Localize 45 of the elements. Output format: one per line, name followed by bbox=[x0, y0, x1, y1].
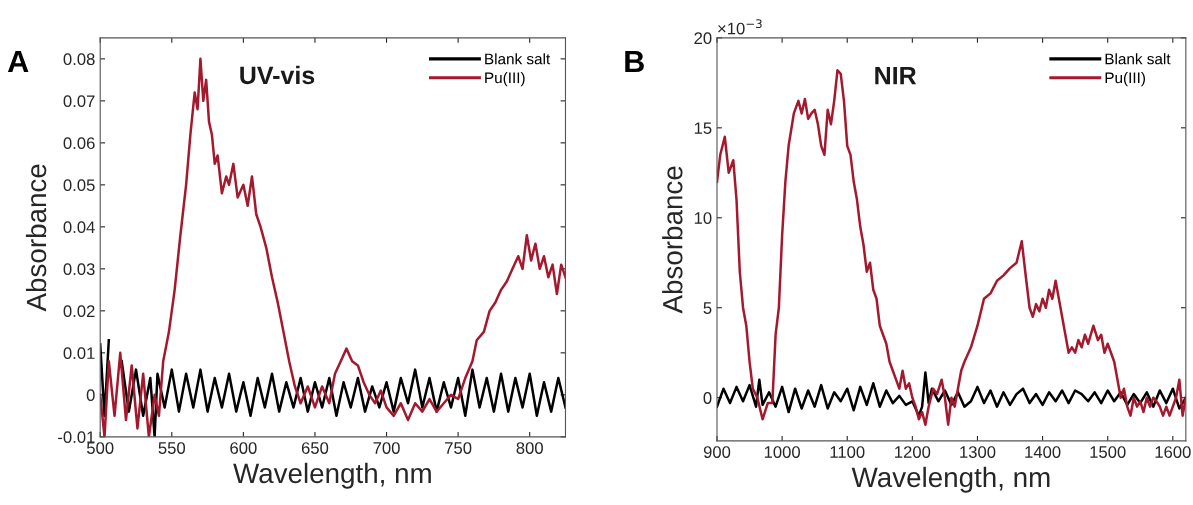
y-tick-label: 5 bbox=[703, 302, 712, 314]
x-axis-title: Wavelength, nm bbox=[233, 462, 431, 489]
x-tick-label: 1400 bbox=[1025, 446, 1061, 458]
y-tick-label: 0 bbox=[86, 389, 95, 402]
x-tick-label: 600 bbox=[230, 442, 257, 454]
y-tick-label: 0.05 bbox=[63, 179, 95, 192]
y-tick-label: -0.01 bbox=[58, 431, 95, 444]
x-tick-label: 1200 bbox=[895, 446, 931, 458]
x-tick-label: 800 bbox=[516, 442, 543, 454]
y-tick-label: 0.04 bbox=[63, 221, 95, 234]
y-tick-label: 0.06 bbox=[63, 137, 95, 150]
x-tick-label: 700 bbox=[373, 442, 400, 454]
y-tick-label: 0.07 bbox=[63, 95, 95, 108]
line-series bbox=[716, 69, 1186, 426]
text: A bbox=[7, 50, 29, 72]
y-axis-title: Absorbance bbox=[25, 164, 47, 312]
y-tick-label: 0.03 bbox=[63, 263, 95, 276]
y-axis-title: Absorbance bbox=[662, 166, 683, 314]
x-tick-label: 900 bbox=[703, 446, 731, 458]
legend-label: Blank salt bbox=[485, 53, 551, 65]
x-tick-label: 1600 bbox=[1155, 446, 1191, 458]
x-tick-label: 1100 bbox=[830, 446, 865, 458]
x-tick-label: 1000 bbox=[764, 446, 800, 458]
legend-label: Blank salt bbox=[1105, 53, 1171, 65]
y-tick-label: 15 bbox=[694, 122, 712, 135]
x-tick-label: 550 bbox=[158, 442, 186, 454]
x-tick-label: 500 bbox=[86, 442, 114, 454]
text: ×10$^{−3}$ bbox=[718, 19, 762, 35]
y-tick-label: 0 bbox=[703, 392, 712, 404]
y-tick-label: 0.08 bbox=[63, 53, 95, 66]
legend-label: Pu(III) bbox=[485, 71, 525, 87]
text: UV-vis bbox=[240, 65, 315, 85]
y-tick-label: 10 bbox=[694, 212, 712, 224]
x-tick-label: 1500 bbox=[1090, 446, 1126, 458]
line-series bbox=[716, 371, 1186, 417]
text: B bbox=[625, 51, 644, 73]
y-tick-label: 0.01 bbox=[63, 347, 95, 360]
x-tick-label: 650 bbox=[301, 442, 329, 454]
legend-label: Pu(III) bbox=[1105, 71, 1145, 87]
x-tick-label: 1300 bbox=[960, 446, 996, 458]
y-tick-label: 0.02 bbox=[63, 305, 95, 318]
y-tick-label: 20 bbox=[694, 32, 712, 45]
text: NIR bbox=[875, 67, 917, 85]
x-tick-label: 750 bbox=[445, 442, 472, 454]
x-axis-title: Wavelength, nm bbox=[851, 466, 1050, 493]
